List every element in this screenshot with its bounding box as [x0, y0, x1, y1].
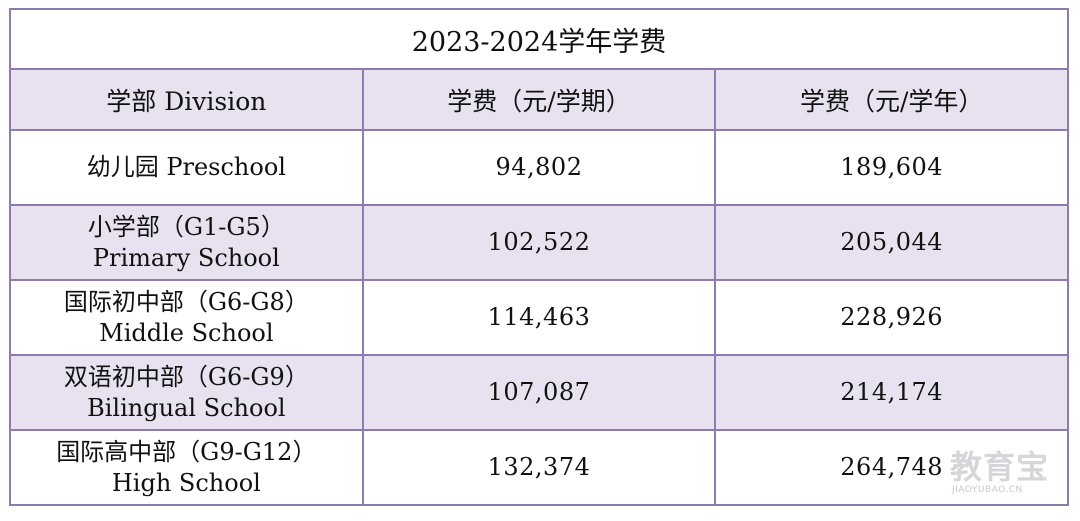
- division-name: 国际高中部（G9-G12）: [56, 437, 317, 466]
- table-title: 2023-2024学年学费: [9, 8, 1069, 70]
- table-row: 国际初中部（G6-G8） Middle School 114,463 228,9…: [9, 279, 1069, 356]
- fee-per-year-cell: 264,748: [714, 429, 1069, 506]
- division-cell: 小学部（G1-G5） Primary School: [9, 204, 364, 281]
- division-name: 国际初中部（G6-G8）: [63, 287, 309, 316]
- fee-per-semester-cell: 107,087: [361, 354, 717, 431]
- table-row: 国际高中部（G9-G12） High School 132,374 264,74…: [9, 429, 1069, 506]
- table-row: 双语初中部（G6-G9） Bilingual School 107,087 21…: [9, 354, 1069, 431]
- division-cell: 幼儿园 Preschool: [9, 129, 364, 206]
- division-cell: 国际初中部（G6-G8） Middle School: [9, 279, 364, 356]
- header-division: 学部 Division: [9, 68, 364, 131]
- division-cell: 国际高中部（G9-G12） High School: [9, 429, 364, 506]
- division-name-en: Bilingual School: [87, 393, 286, 422]
- table-row: 小学部（G1-G5） Primary School 102,522 205,04…: [9, 204, 1069, 281]
- header-fee-per-semester: 学费（元/学期）: [361, 68, 717, 131]
- division-name-en: Primary School: [92, 243, 280, 272]
- fee-per-semester-cell: 94,802: [361, 129, 717, 206]
- table-title-row: 2023-2024学年学费: [9, 8, 1069, 70]
- fee-per-semester-cell: 132,374: [361, 429, 717, 506]
- fee-per-semester-cell: 114,463: [361, 279, 717, 356]
- header-fee-per-year: 学费（元/学年）: [714, 68, 1069, 131]
- division-name: 双语初中部（G6-G9）: [63, 362, 309, 391]
- table-header-row: 学部 Division 学费（元/学期） 学费（元/学年）: [9, 68, 1069, 131]
- table-row: 幼儿园 Preschool 94,802 189,604: [9, 129, 1069, 206]
- division-name: 小学部（G1-G5）: [87, 212, 285, 241]
- division-cell: 双语初中部（G6-G9） Bilingual School: [9, 354, 364, 431]
- fee-per-year-cell: 214,174: [714, 354, 1069, 431]
- fee-per-year-cell: 189,604: [714, 129, 1069, 206]
- division-name-en: High School: [111, 468, 261, 497]
- division-name: 幼儿园 Preschool: [86, 153, 286, 182]
- fee-per-year-cell: 205,044: [714, 204, 1069, 281]
- division-name-en: Middle School: [99, 318, 274, 347]
- fee-per-semester-cell: 102,522: [361, 204, 717, 281]
- fee-per-year-cell: 228,926: [714, 279, 1069, 356]
- tuition-fee-table: 2023-2024学年学费 学部 Division 学费（元/学期） 学费（元/…: [9, 8, 1069, 506]
